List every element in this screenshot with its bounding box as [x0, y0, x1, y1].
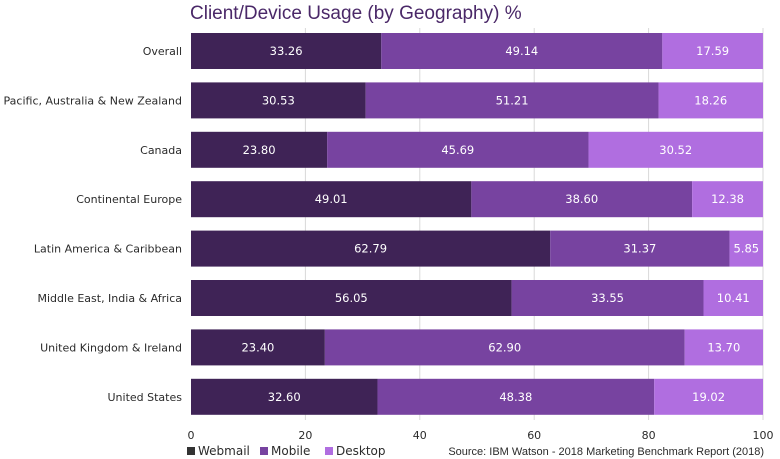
bar-segment-desktop — [588, 131, 763, 168]
bar-segment-mobile — [365, 82, 659, 119]
category-label: Canada — [140, 144, 182, 157]
data-label: 49.01 — [315, 192, 348, 206]
bar-segment-webmail — [191, 82, 366, 119]
source-note: Source: IBM Watson - 2018 Marketing Benc… — [448, 446, 764, 458]
x-tick-label: 100 — [753, 429, 774, 442]
data-label: 12.38 — [711, 192, 744, 206]
bar-segment-webmail — [191, 378, 378, 415]
category-labels: Overall Asia Pacific, Australia & New Zea… — [0, 45, 182, 404]
legend-label: Desktop — [336, 444, 386, 458]
legend-swatch — [187, 447, 195, 455]
chart-title: Client/Device Usage (by Geography) % — [190, 3, 522, 24]
x-tick-label: 0 — [188, 429, 195, 442]
data-label: 32.60 — [268, 390, 301, 404]
category-label: United Kingdom & Ireland — [40, 341, 182, 354]
bar-segment-mobile — [471, 181, 693, 218]
data-label: 51.21 — [496, 93, 529, 107]
bar-segment-webmail — [191, 230, 551, 267]
data-label: 62.79 — [354, 242, 387, 256]
x-tick-label: 60 — [527, 429, 541, 442]
category-label: Latin America & Caribbean — [34, 243, 182, 256]
bar-segment-webmail — [191, 131, 328, 168]
legend-label: Webmail — [198, 444, 250, 458]
legend-label: Mobile — [271, 444, 310, 458]
data-label: 62.90 — [488, 340, 521, 354]
bar-segment-desktop — [684, 329, 763, 366]
category-label: Overall — [143, 45, 182, 58]
data-label: 30.53 — [262, 93, 295, 107]
data-label: 10.41 — [717, 291, 750, 305]
data-label: 33.55 — [591, 291, 624, 305]
x-tick-label: 40 — [413, 429, 427, 442]
data-label: 31.37 — [623, 242, 656, 256]
bar-segment-webmail — [191, 280, 512, 316]
data-label: 18.26 — [694, 93, 727, 107]
data-label: 33.26 — [270, 44, 303, 58]
category-label: Middle East, India & Africa — [38, 292, 183, 305]
legend-swatch — [325, 447, 333, 455]
bar-segment-desktop — [703, 280, 763, 316]
data-label: 30.52 — [659, 143, 692, 157]
bar-segment-desktop — [692, 181, 763, 218]
category-label: United States — [108, 391, 183, 404]
bar-segment-mobile — [377, 378, 655, 415]
bar-segment-webmail — [191, 329, 325, 366]
bar-segment-webmail — [191, 181, 472, 218]
bar-segment-mobile — [381, 33, 663, 69]
data-label: 23.80 — [243, 143, 276, 157]
data-label: 48.38 — [499, 390, 532, 404]
bar-segment-desktop — [662, 33, 763, 69]
x-axis-ticks: 0 20 40 60 80 100 — [188, 429, 774, 442]
bar-segment-desktop — [729, 230, 763, 267]
bar-segment-mobile — [327, 131, 589, 168]
category-label: Continental Europe — [76, 193, 182, 206]
data-label: 23.40 — [241, 340, 274, 354]
legend-swatch — [260, 447, 268, 455]
legend: Webmail Mobile Desktop — [187, 444, 386, 458]
data-label: 13.70 — [707, 340, 740, 354]
bar-segment-webmail — [191, 33, 382, 69]
data-label: 17.59 — [696, 44, 729, 58]
data-label: 5.85 — [733, 242, 759, 256]
data-label: 38.60 — [565, 192, 598, 206]
bar-segment-desktop — [654, 378, 763, 415]
x-tick-label: 20 — [298, 429, 312, 442]
bar-segment-mobile — [324, 329, 685, 366]
data-label: 45.69 — [441, 143, 474, 157]
bar-segment-mobile — [550, 230, 730, 267]
bars: 33.26 49.14 17.59 30.53 51.21 18.26 23.80 45.69… — [191, 33, 763, 415]
category-label: Asia Pacific, Australia & New Zealand — [0, 94, 182, 107]
bar-segment-desktop — [658, 82, 763, 119]
data-label: 19.02 — [692, 390, 725, 404]
x-tick-label: 80 — [642, 429, 656, 442]
bar-segment-mobile — [511, 280, 704, 316]
data-label: 49.14 — [505, 44, 538, 58]
data-label: 56.05 — [335, 291, 368, 305]
